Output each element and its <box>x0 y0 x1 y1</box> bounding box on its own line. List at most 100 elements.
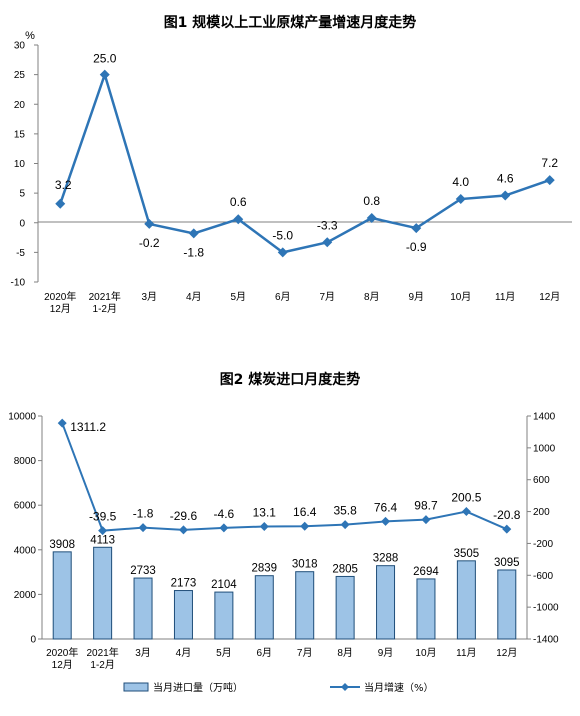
chart1-x-tick-label: 8月 <box>364 291 380 303</box>
chart2-bar <box>133 577 153 640</box>
chart2-growth-line <box>61 422 508 532</box>
chart1-x-tick-label: 10月 <box>450 291 471 303</box>
chart2-bar <box>173 590 193 640</box>
chart1-data-point <box>55 198 66 209</box>
chart1-data-label: -5.0 <box>272 228 293 242</box>
chart2-y2-tick-label: -1000 <box>533 603 559 614</box>
chart2-bar <box>416 578 436 640</box>
chart1-y-tick-label: 20 <box>14 100 26 111</box>
chart1-data-label: 0.6 <box>230 195 247 209</box>
chart1-data-point <box>366 213 377 224</box>
chart2-bar <box>52 551 72 640</box>
chart2-growth-point <box>219 523 229 533</box>
chart2-y-tick-label: 2000 <box>14 590 37 601</box>
chart1-data-label: 4.0 <box>452 175 469 189</box>
chart2-bar-label: 3095 <box>494 557 520 569</box>
chart2-bar <box>376 565 396 640</box>
chart1-data-point <box>455 194 466 205</box>
chart2-growth-label: 16.4 <box>293 505 317 519</box>
chart1-x-tick-label: 6月 <box>275 291 291 303</box>
chart1-data-label: -0.2 <box>139 236 160 250</box>
chart1-data-point <box>188 228 199 239</box>
chart2-y2-tick-label: -200 <box>533 539 553 550</box>
chart2-bar <box>214 591 234 640</box>
chart1-data-label: 25.0 <box>93 52 117 66</box>
legend-line-marker <box>341 683 349 691</box>
chart2-y2-tick-label: -600 <box>533 571 553 582</box>
chart2-title: 图2 煤炭进口月度走势 <box>220 371 361 388</box>
chart1-y-unit: % <box>25 30 35 42</box>
chart1-series-line <box>59 70 551 254</box>
chart2-bar-label: 4113 <box>90 534 115 546</box>
chart2-legend: 当月进口量（万吨） 当月增速（%） <box>123 681 434 694</box>
chart2-growth-point <box>340 520 350 530</box>
chart2-bar-label: 3288 <box>373 553 399 565</box>
chart1-x-tick-label: 3月 <box>141 291 157 303</box>
chart2-x-tick-label: 3月 <box>135 647 151 659</box>
chart2-growth-label: 98.7 <box>414 499 438 513</box>
chart1-x-tick-label: 5月 <box>230 291 246 303</box>
chart1-y-tick-label: 0 <box>19 218 25 229</box>
chart1-y-tick-label: 10 <box>14 159 26 170</box>
chart1-y-tick-label: -5 <box>16 248 25 259</box>
chart2-growth-point <box>57 418 67 428</box>
chart1-data-point <box>411 223 422 234</box>
chart2-growth-point <box>178 525 188 535</box>
chart1-data-label: -0.9 <box>406 240 427 254</box>
chart2-growth-point <box>381 516 391 526</box>
chart1-x-tick-label: 12月 <box>539 291 560 303</box>
chart1-data-label: -3.3 <box>317 218 338 232</box>
chart2-x-tick-label: 8月 <box>337 647 353 659</box>
chart2-x-tick-label: 9月 <box>378 647 394 659</box>
chart2-bar <box>93 546 113 640</box>
chart2-growth-point <box>461 507 471 517</box>
legend-line-label: 当月增速（%） <box>364 681 434 694</box>
chart1-data-point <box>322 237 333 248</box>
chart1-y-tick-label: -10 <box>11 278 26 289</box>
chart2-growth-point <box>300 521 310 531</box>
chart2-bar-label: 2839 <box>251 563 277 575</box>
chart2-bar-label: 2104 <box>211 579 237 591</box>
chart2-bar <box>335 575 355 640</box>
chart1-data-point <box>544 175 555 186</box>
chart2-bar-label: 2733 <box>130 565 156 577</box>
chart1-y-tick-label: 25 <box>14 70 26 81</box>
chart2-growth-point <box>259 521 269 531</box>
chart2-x-tick-label: 1-2月 <box>90 659 114 671</box>
chart1-data-label: -1.8 <box>183 245 204 259</box>
chart2-growth-point <box>98 526 108 536</box>
chart2-y2-tick-label: 600 <box>533 475 550 486</box>
chart1-x-tick-label: 2021年 <box>89 290 121 303</box>
chart2-growth-point <box>502 524 512 534</box>
legend-bar-swatch <box>123 682 149 692</box>
chart2-bar <box>295 571 315 640</box>
chart2-x-tick-label: 12月 <box>52 659 73 671</box>
chart2-x-tick-label: 5月 <box>216 647 232 659</box>
chart2-bar-label: 2805 <box>332 563 358 575</box>
chart2-growth-label: 13.1 <box>253 505 277 519</box>
chart1-y-tick-label: 15 <box>14 129 26 140</box>
chart2-x-tick-label: 4月 <box>176 647 192 659</box>
chart2-growth-label: 1311.2 <box>70 420 106 434</box>
chart2-growth-label: -39.5 <box>89 510 117 524</box>
chart2-x-tick-label: 11月 <box>456 647 476 659</box>
chart2-growth-label: -1.8 <box>133 507 154 521</box>
chart1-x-tick-label: 2020年 <box>44 290 76 303</box>
chart2-x-tick-label: 10月 <box>415 647 436 659</box>
legend-bar-label: 当月进口量（万吨） <box>153 681 243 694</box>
chart2-y2-tick-label: -1400 <box>533 635 559 646</box>
chart2-y2-tick-label: 200 <box>533 507 550 518</box>
chart2-y2-tick-label: 1000 <box>533 443 556 454</box>
chart2-y-tick-label: 6000 <box>14 501 37 512</box>
chart1-data-label: 0.8 <box>363 194 380 208</box>
chart2-x-tick-label: 7月 <box>297 647 313 659</box>
chart1-y-tick-label: 5 <box>19 189 25 200</box>
chart1-title: 图1 规模以上工业原煤产量增速月度走势 <box>164 14 417 31</box>
chart2-bar-label: 3018 <box>292 559 318 571</box>
chart1-data-point <box>233 214 244 225</box>
chart1-x-tick-label: 12月 <box>50 303 71 315</box>
chart2-growth-point <box>138 523 148 533</box>
chart1-data-label: 3.2 <box>55 178 72 192</box>
chart1-x-tick-label: 4月 <box>186 291 202 303</box>
